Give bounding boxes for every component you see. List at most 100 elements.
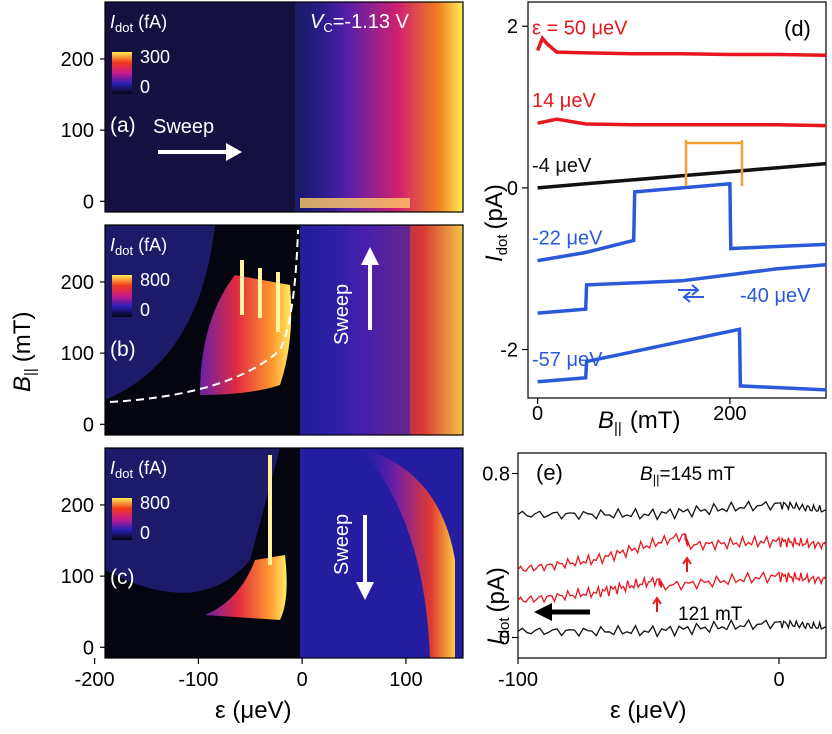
heatmap-a-bright-edge — [300, 2, 463, 212]
panel-e-xticks: -100 0 — [498, 658, 785, 691]
colorbar-c-label: Idot (fA) — [110, 458, 167, 481]
xtick-label: 0 — [297, 669, 308, 691]
panel-d-series-label: -4 μeV — [532, 155, 592, 177]
ytick-label: 200 — [61, 49, 94, 71]
panel-d-series-line — [537, 161, 827, 190]
xtick-label: 200 — [713, 403, 746, 425]
ytick-label: 100 — [61, 120, 94, 142]
panel-d-series-label: -40 μeV — [740, 285, 811, 307]
panel-e-top-label: B||=145 mT — [640, 464, 735, 487]
panel-e-sweep-arrow-head — [534, 603, 552, 621]
sweep-a-arrow-head — [226, 143, 242, 161]
sweep-c-label: Sweep — [331, 514, 353, 575]
panel-d-series-label: -22 μeV — [532, 228, 603, 250]
gate-voltage-label: VC=-1.13 V — [310, 11, 410, 35]
heatmap-a-bottom-band — [300, 198, 410, 208]
panel-d-ylabel: Idot(pA) — [481, 184, 511, 262]
sweep-b-label: Sweep — [331, 284, 353, 345]
colorbar-a-max: 300 — [140, 47, 170, 67]
heatmap-a-low-region — [105, 2, 295, 212]
heatmap-b-streak-3 — [276, 272, 280, 332]
panel-d-series — [535, 35, 827, 392]
heatmap-b-frame — [104, 224, 464, 436]
sweep-b-arrow-head — [361, 247, 379, 265]
colorbar-b-min: 0 — [140, 300, 150, 320]
heatmap-b-blue-region — [300, 225, 410, 435]
panel-c-xticks: -200 -100 0 100 — [75, 658, 423, 691]
ytick-label: 100 — [61, 343, 94, 365]
heatmap-c-frame — [104, 447, 464, 659]
colorbar-b — [112, 275, 132, 317]
xtick-label: 0 — [532, 403, 543, 425]
xtick-label: 0 — [773, 669, 784, 691]
ytick-label: -2 — [500, 340, 518, 362]
panel-e-frame — [517, 452, 827, 659]
panel-b-yticks: 0 100 200 — [61, 272, 105, 436]
panel-d-series-line — [535, 35, 827, 58]
panel-e-ylabel: Idot(pA) — [483, 567, 513, 645]
line-panel-e: (e) B||=145 mT 121 mT 0.80 -100 0 — [482, 452, 827, 691]
colorbar-b-label: Idot (fA) — [110, 235, 167, 258]
sweep-a-label: Sweep — [153, 116, 214, 138]
panel-d-xticks: 0 200 — [532, 398, 747, 425]
panel-e-series-line — [517, 500, 827, 521]
panel-d-yticks: 2 0 -2 — [500, 16, 528, 362]
colorbar-a — [112, 52, 132, 94]
ytick-label: 100 — [61, 566, 94, 588]
panel-a-label: (a) — [110, 114, 136, 137]
ytick-label: 0 — [507, 178, 518, 200]
panel-d-series-label: 14 μeV — [532, 90, 596, 112]
ytick-label: 0 — [499, 628, 510, 650]
heatmap-b-blob — [200, 275, 292, 395]
colorbar-c-max: 800 — [140, 493, 170, 513]
heatmap-c-bright-edge — [360, 448, 455, 658]
panel-d-frame — [527, 1, 827, 399]
left-ylabel: B||(mT) — [9, 312, 39, 392]
panel-d-series-label: -57 μeV — [532, 349, 603, 371]
heatmap-b-dashed-boundary — [109, 229, 299, 403]
sweep-c-arrow-head — [356, 582, 374, 600]
xtick-label: -100 — [178, 669, 218, 691]
hysteresis-bracket — [684, 140, 744, 186]
panel-d-label: (d) — [784, 16, 811, 41]
panel-d-series-line — [537, 327, 827, 392]
panel-e-label: (e) — [536, 460, 563, 485]
ytick-label: 0.8 — [482, 464, 510, 486]
line-panel-d: (d) ε = 50 μeV 14 μeV -4 μeV -22 μeV -40 μeV… — [500, 1, 827, 425]
heatmap-c-blob — [205, 555, 287, 620]
panel-d-series-line — [537, 262, 827, 315]
panel-d-series-label: ε = 50 μeV — [532, 17, 628, 39]
panel-e-series-line — [517, 532, 827, 573]
panel-e-bottom-label: 121 mT — [678, 604, 743, 625]
panel-c-yticks: 0 100 200 — [61, 495, 105, 659]
panel-a-yticks: 0 100 200 — [61, 49, 105, 213]
heatmap-panel-a: Idot (fA) 300 0 VC=-1.13 V (a) Sweep 0 100… — [61, 1, 464, 213]
ytick-label: 0 — [83, 414, 94, 436]
panel-b-label: (b) — [110, 338, 136, 361]
ytick-label: 2 — [507, 16, 518, 38]
panel-e-series-line — [517, 618, 826, 638]
heatmap-panel-c: Idot (fA) 800 0 (c) Sweep 0 100 200 -200 -10… — [61, 447, 464, 691]
colorbar-b-max: 800 — [140, 270, 170, 290]
xtick-label: -200 — [75, 669, 115, 691]
heatmap-c-streak — [268, 455, 272, 565]
panel-e-xlabel: ε (μeV) — [610, 697, 687, 724]
ytick-label: 0 — [83, 191, 94, 213]
panel-e-jump-marker-1 — [682, 556, 692, 572]
heatmap-panel-b: Idot (fA) 800 0 (b) Sweep 0 100 200 — [61, 224, 464, 436]
colorbar-a-label: Idot (fA) — [110, 12, 167, 35]
heatmap-a-frame — [104, 1, 464, 213]
colorbar-c — [112, 498, 132, 540]
panel-d-series-labels: ε = 50 μeV 14 μeV -4 μeV -22 μeV -40 μeV -57 … — [532, 17, 811, 370]
panel-e-yticks: 0.80 — [482, 464, 518, 650]
panel-d-series-line — [537, 181, 827, 263]
ytick-label: 0 — [83, 637, 94, 659]
panel-d-xlabel: B|| (mT) — [598, 407, 680, 437]
sweep-direction-arrows — [678, 284, 704, 303]
colorbar-c-min: 0 — [140, 523, 150, 543]
xtick-label: -100 — [498, 669, 538, 691]
panel-e-jump-marker-2 — [652, 596, 662, 612]
xtick-label: 100 — [389, 669, 422, 691]
panel-e-series — [517, 500, 827, 638]
